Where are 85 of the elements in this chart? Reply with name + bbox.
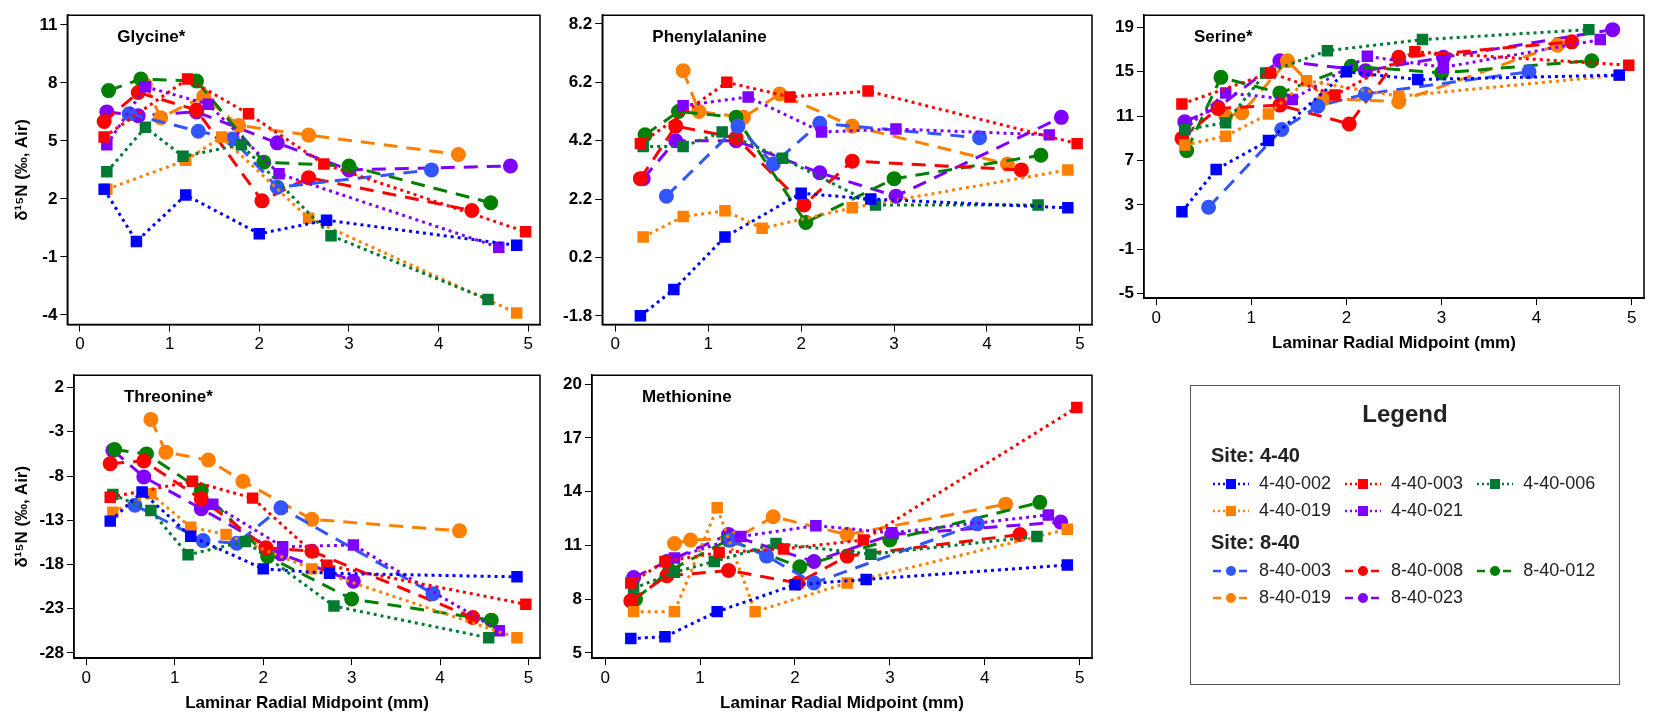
y-tick-label: -13: [39, 509, 64, 529]
y-tick-label: 8: [47, 72, 58, 92]
x-axis-title: Laminar Radial Midpoint (mm): [1272, 333, 1516, 353]
x-tick-label: 3: [885, 668, 895, 688]
x-tick-label: 1: [703, 334, 713, 354]
x-tick-label: 0: [1151, 308, 1161, 328]
x-tick-label: 5: [1075, 334, 1085, 354]
y-axis-title: δ¹⁵N (‰, Air): [11, 119, 31, 221]
text: Threonine*: [123, 387, 214, 407]
text: Site: 8-40: [1211, 531, 1301, 554]
x-tick-label: 2: [790, 668, 800, 688]
y-tick-label: 5: [572, 642, 582, 662]
x-tick-label: 3: [889, 334, 899, 354]
x-tick-label: 3: [344, 334, 354, 354]
y-tick-label: 11: [563, 535, 582, 555]
y-tick-label: -28: [39, 642, 64, 662]
x-tick-label: 2: [258, 668, 268, 688]
legend-label: 8-40-019: [1259, 587, 1332, 608]
y-tick-label: -8: [48, 465, 64, 485]
y-tick-label: -23: [39, 598, 64, 618]
text: Phenylalanine: [652, 27, 767, 47]
x-tick-label: 5: [1074, 668, 1085, 688]
y-tick-label: 6.2: [568, 72, 593, 92]
x-tick-label: 5: [523, 668, 534, 688]
x-tick-label: 1: [170, 668, 180, 688]
y-tick-label: 4.2: [568, 130, 593, 150]
x-tick-label: 4: [982, 334, 992, 354]
legend-label: 8-40-008: [1391, 560, 1464, 581]
legend-label: 8-40-012: [1523, 560, 1596, 581]
y-tick-label: -18: [39, 554, 64, 574]
y-tick-label: -1: [42, 246, 58, 266]
legend-title: Legend: [1361, 400, 1449, 428]
x-tick-label: 1: [1246, 308, 1257, 328]
legend-label: 4-40-006: [1523, 473, 1596, 494]
x-tick-label: 1: [695, 668, 705, 688]
y-tick-label: 2: [54, 377, 64, 397]
y-tick-label: -1: [1118, 239, 1134, 259]
x-tick-label: 4: [980, 668, 990, 688]
x-tick-label: 0: [81, 668, 92, 688]
y-tick-label: 17: [562, 427, 582, 447]
y-tick-label: 5: [47, 130, 58, 150]
x-tick-label: 2: [254, 334, 265, 354]
y-tick-label: 2: [47, 188, 58, 208]
text: Serine*: [1193, 27, 1253, 47]
y-axis-title: δ¹⁵N (‰, Air): [11, 465, 31, 568]
y-tick-label: 3: [1124, 194, 1134, 214]
text: Methionine: [641, 387, 732, 407]
text: Glycine*: [117, 27, 186, 47]
x-tick-label: 0: [610, 334, 621, 354]
x-tick-label: 2: [796, 334, 806, 354]
y-tick-label: 11: [1115, 105, 1134, 125]
legend-label: 4-40-021: [1391, 500, 1464, 521]
y-tick-label: 8.2: [568, 13, 593, 33]
y-tick-label: 14: [562, 481, 583, 501]
y-tick-label: 0.2: [568, 247, 593, 267]
x-tick-label: 4: [1531, 308, 1542, 328]
y-tick-label: 11: [39, 14, 58, 34]
legend-label: 8-40-003: [1259, 560, 1332, 581]
legend-label: 4-40-019: [1259, 500, 1332, 521]
x-tick-label: 2: [1341, 308, 1352, 328]
y-tick-label: 15: [1114, 61, 1134, 81]
legend-label: 4-40-003: [1391, 473, 1464, 494]
text: Site: 4-40: [1211, 444, 1301, 467]
x-axis-title: Laminar Radial Midpoint (mm): [185, 693, 429, 713]
x-tick-label: 5: [1626, 308, 1637, 328]
x-axis-title: Laminar Radial Midpoint (mm): [720, 693, 964, 713]
y-tick-label: -5: [1118, 283, 1134, 303]
x-tick-label: 3: [1436, 308, 1447, 328]
y-tick-label: 19: [1114, 17, 1134, 37]
y-tick-label: 2.2: [568, 188, 593, 208]
x-tick-label: 4: [435, 668, 445, 688]
x-tick-label: 5: [523, 334, 534, 354]
y-tick-label: 20: [562, 373, 582, 393]
y-tick-label: -3: [48, 421, 64, 441]
y-tick-label: -1.8: [563, 305, 593, 325]
y-tick-label: 8: [572, 588, 582, 608]
x-tick-label: 4: [433, 334, 444, 354]
x-tick-label: 0: [75, 334, 85, 354]
y-tick-label: -4: [42, 304, 58, 324]
y-tick-label: 7: [1124, 150, 1134, 170]
x-tick-label: 0: [600, 668, 610, 688]
x-tick-label: 1: [164, 334, 175, 354]
legend-label: 4-40-002: [1259, 473, 1332, 494]
legend-label: 8-40-023: [1391, 587, 1464, 608]
x-tick-label: 3: [346, 668, 357, 688]
